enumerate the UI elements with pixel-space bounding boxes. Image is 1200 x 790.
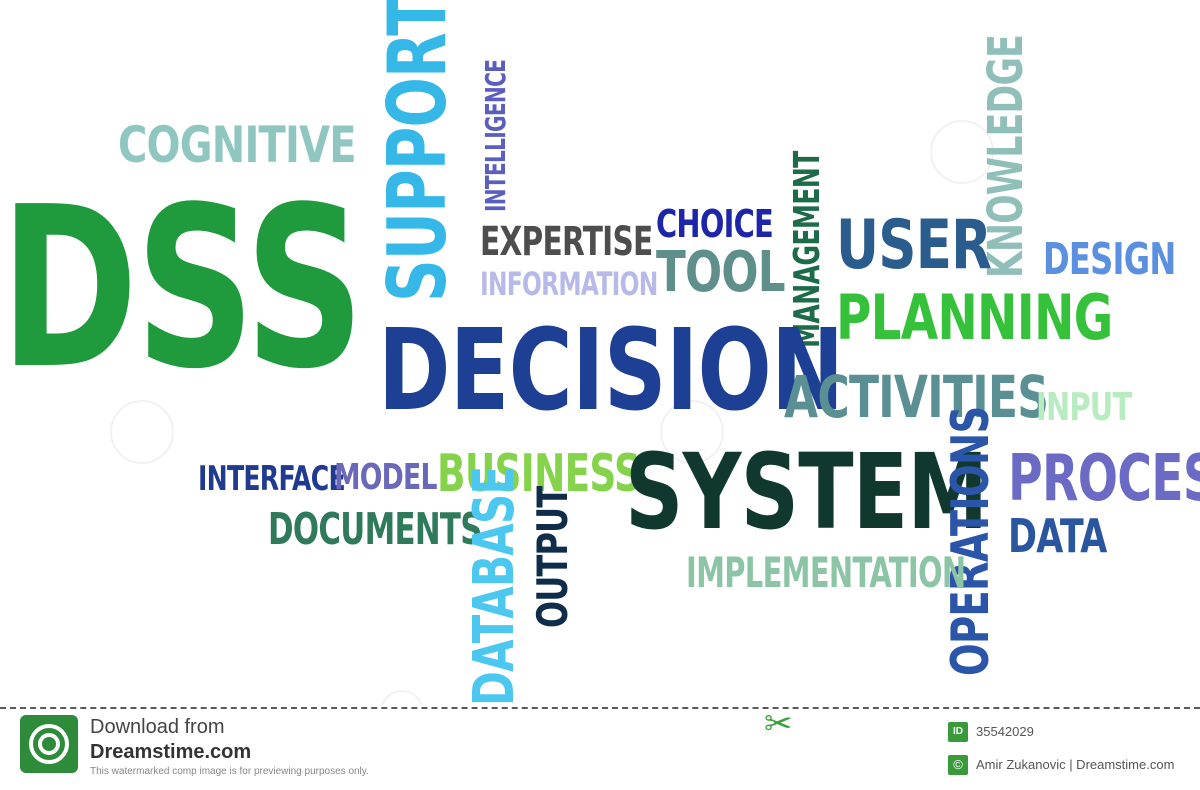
word-output: OUTPUT <box>528 486 577 628</box>
word-documents: DOCUMENTS <box>268 504 482 555</box>
watermark-ring <box>110 400 174 464</box>
dreamstime-spiral-logo-icon <box>20 715 78 773</box>
word-intelligence: INTELLIGENCE <box>479 59 512 213</box>
word-model: MODEL <box>334 457 437 498</box>
scissors-icon: ✂ <box>764 704 793 744</box>
word-decision: DECISION <box>378 306 844 436</box>
word-cognitive: COGNITIVE <box>118 116 357 174</box>
word-input: INPUT <box>1036 385 1132 429</box>
word-information: INFORMATION <box>480 265 658 303</box>
word-user: USER <box>836 206 992 285</box>
word-database: DATABASE <box>462 466 527 706</box>
word-interface: INTERFACE <box>198 459 346 499</box>
word-operations: OPERATIONS <box>941 406 1001 676</box>
site-name: Dreamstime.com <box>90 741 252 763</box>
word-planning: PLANNING <box>836 281 1113 354</box>
watermark-ring <box>660 400 724 464</box>
word-tool: TOOL <box>656 240 786 305</box>
id-badge: ID <box>948 722 968 742</box>
word-data: DATA <box>1008 509 1107 563</box>
word-system: SYSTEM <box>625 431 988 553</box>
word-design: DESIGN <box>1043 234 1176 285</box>
download-from-label: Download from <box>90 716 225 738</box>
word-implementation: IMPLEMENTATION <box>686 548 966 597</box>
watermark-footer: Download from Dreamstime.com This waterm… <box>0 705 1200 790</box>
preview-note: This watermarked comp image is for previ… <box>90 766 369 777</box>
word-choice: CHOICE <box>656 202 774 246</box>
image-id-number: 35542029 <box>976 724 1034 739</box>
word-knowledge: KNOWLEDGE <box>978 34 1034 278</box>
author-credit: Amir Zukanovic | Dreamstime.com <box>976 757 1175 772</box>
word-process: PROCESS <box>1008 442 1200 516</box>
word-expertise: EXPERTISE <box>480 219 653 265</box>
word-dss: DSS <box>0 160 365 418</box>
word-activities: ACTIVITIES <box>784 363 1049 431</box>
word-support: SUPPORT <box>371 0 464 303</box>
copyright-icon: © <box>948 755 968 775</box>
watermark-ring <box>930 120 994 184</box>
word-cloud: DSS COGNITIVE SUPPORT INTELLIGENCE EXPER… <box>0 0 1200 734</box>
word-business: BUSINESS <box>437 444 641 504</box>
cut-line-divider <box>0 707 1200 709</box>
